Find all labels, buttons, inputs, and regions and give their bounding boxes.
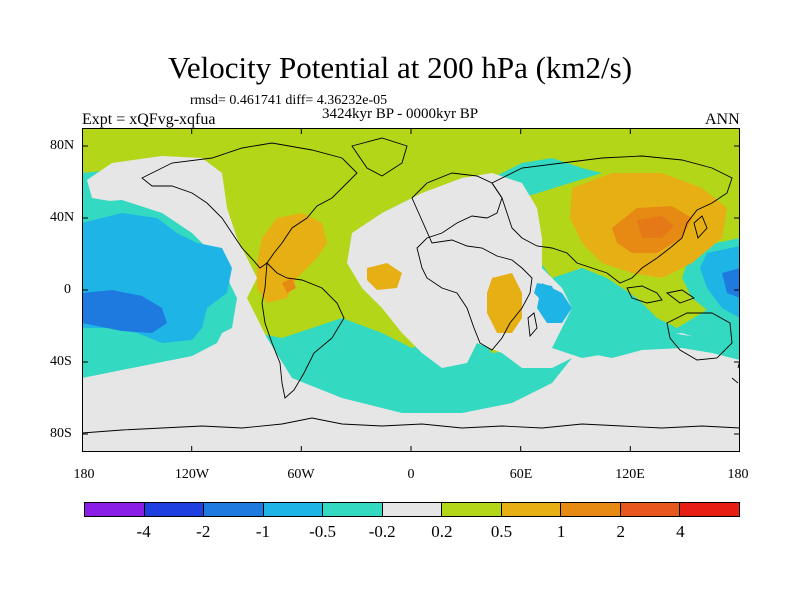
lat-label-40s: 40S	[50, 354, 72, 369]
lat-label-80n: 80N	[50, 138, 75, 153]
field-neg-mid-west-pacific	[700, 246, 740, 318]
colorbar-swatch	[680, 502, 741, 517]
colorbar-swatch	[84, 502, 145, 517]
colorbar-label: 2	[616, 522, 625, 541]
velocity-potential-map	[82, 128, 740, 452]
field-pos-mid-americas	[257, 213, 327, 303]
field-neutral-central	[82, 156, 740, 452]
experiment-label: Expt = xQFvg-xqfua	[82, 111, 216, 128]
field-pos-weak-north	[82, 128, 740, 278]
colorbar-label: -0.5	[309, 522, 336, 541]
lon-label-60e: 60E	[509, 467, 533, 482]
plot-title: Velocity Potential at 200 hPa (km2/s)	[167, 50, 633, 85]
colorbar-label: 0.2	[431, 522, 453, 541]
lat-label-80s: 80S	[50, 426, 72, 441]
colorbar-swatch	[501, 502, 562, 517]
colorbar-label: 1	[556, 522, 566, 541]
season-label: ANN	[705, 111, 740, 128]
field-neg-strong-pacific	[82, 290, 167, 333]
field-neg-mid-east-indian	[534, 283, 557, 303]
lon-label-120w: 120W	[174, 467, 210, 482]
colorbar-swatch	[144, 502, 205, 517]
colorbar-label: -0.2	[368, 522, 396, 541]
stats-label: rmsd= 0.461741 diff= 4.36232e-05	[190, 93, 388, 108]
field-pos-strong-americas	[282, 278, 296, 293]
field-pos-strong-asia	[612, 206, 692, 253]
period-label: 3424kyr BP - 0000kyr BP	[322, 106, 479, 122]
colorbar-swatch	[442, 502, 502, 517]
colorbar-label: -2	[196, 522, 211, 541]
field-pos-mid-africa	[487, 273, 522, 333]
lon-label-60w: 60W	[287, 467, 315, 482]
lon-label-0: 0	[407, 467, 415, 482]
colorbar-label: 4	[676, 522, 685, 541]
field-neg-weak-indian	[572, 303, 740, 360]
colorbar-swatch	[204, 502, 264, 517]
field-pos-strong-asia-core	[637, 216, 674, 238]
lat-label-0: 0	[64, 282, 71, 297]
colorbar-swatch	[263, 502, 324, 517]
colorbar-label: -4	[136, 522, 151, 541]
lon-label-120e: 120E	[615, 467, 645, 482]
lat-label-40n: 40N	[50, 210, 75, 225]
colorbar-swatch	[561, 502, 621, 517]
colorbar-swatch	[323, 502, 383, 517]
colorbar-label: -1	[255, 522, 270, 541]
colorbar	[84, 502, 741, 517]
coastlines	[82, 137, 740, 434]
map-frame	[82, 128, 740, 452]
lon-label-180e: 180	[727, 467, 749, 482]
lon-label-180w: 180	[73, 467, 95, 482]
colorbar-label: 0.5	[490, 522, 513, 541]
colorbar-swatch	[620, 502, 681, 517]
field-pos-mid-atlantic	[367, 263, 402, 290]
colorbar-swatch	[382, 502, 443, 517]
